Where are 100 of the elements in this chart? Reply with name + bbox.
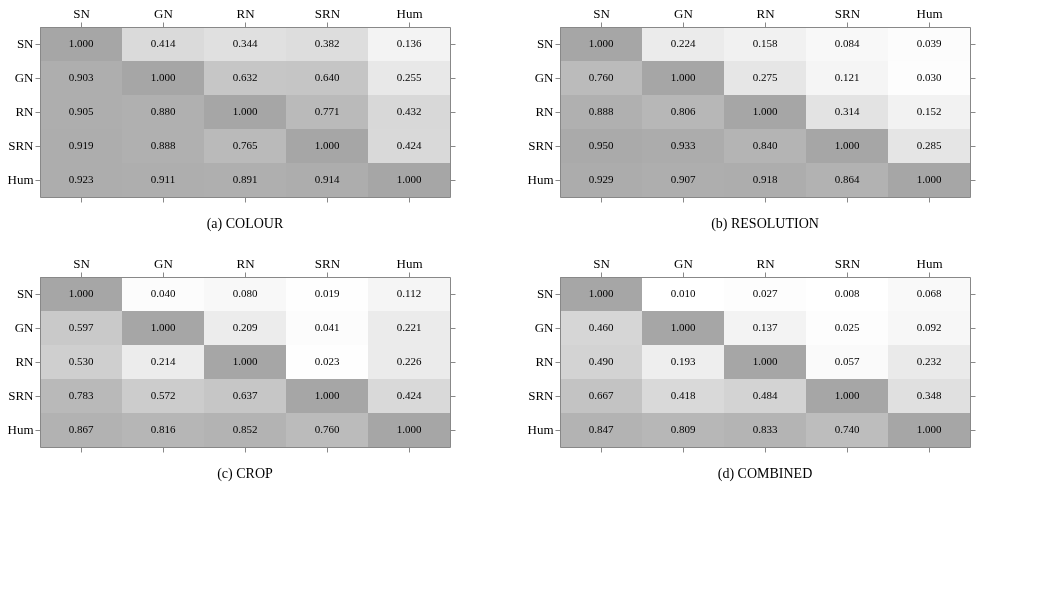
data-label: 0.460 <box>588 321 614 333</box>
x-tick-label: Hum <box>396 5 423 21</box>
data-label: 0.923 <box>68 173 94 185</box>
data-label: 1.000 <box>588 37 614 49</box>
y-tick-label: GN <box>14 70 35 85</box>
x-tick-label: GN <box>154 5 174 21</box>
data-label: 0.209 <box>232 321 258 333</box>
x-tick-label: SRN <box>834 255 861 271</box>
data-label: 1.000 <box>150 321 176 333</box>
x-tick-label: RN <box>236 255 256 271</box>
data-label: 0.382 <box>314 37 340 49</box>
data-label: 0.019 <box>314 287 340 299</box>
text: (b) RESOLUTION <box>711 215 819 232</box>
data-label: 0.224 <box>670 37 696 49</box>
data-label: 1.000 <box>588 287 614 299</box>
y-tick-label: GN <box>14 320 35 335</box>
data-label: 0.121 <box>834 71 860 83</box>
data-label: 0.637 <box>232 389 258 401</box>
data-label: 0.030 <box>916 71 942 83</box>
data-label: 1.000 <box>670 321 696 333</box>
data-label: 0.344 <box>232 37 258 49</box>
data-label: 0.950 <box>588 139 614 151</box>
data-label: 0.911 <box>150 173 176 185</box>
data-label: 1.000 <box>670 71 696 83</box>
data-label: 0.432 <box>396 105 422 117</box>
x-tick-label: GN <box>154 255 174 271</box>
data-label: 0.025 <box>834 321 860 333</box>
data-label: 0.888 <box>150 139 176 151</box>
data-label: 0.112 <box>396 287 422 299</box>
data-label: 0.040 <box>150 287 176 299</box>
data-label: 0.275 <box>752 71 778 83</box>
y-tick-label: RN <box>535 354 555 369</box>
y-tick-label: GN <box>534 320 555 335</box>
data-label: 0.348 <box>916 389 942 401</box>
x-tick-label: Hum <box>396 255 423 271</box>
x-tick-label: Hum <box>916 255 943 271</box>
data-label: 0.806 <box>670 105 696 117</box>
data-label: 0.816 <box>150 423 176 435</box>
x-tick-label: Hum <box>916 5 943 21</box>
data-label: 0.484 <box>752 389 778 401</box>
data-label: 0.226 <box>396 355 422 367</box>
data-label: 0.933 <box>670 139 696 151</box>
data-label: 0.640 <box>314 71 340 83</box>
y-tick-label: SRN <box>8 138 35 153</box>
data-label: 0.919 <box>68 139 94 151</box>
data-label: 0.414 <box>150 37 176 49</box>
x-tick-label: RN <box>236 5 256 21</box>
data-label: 0.193 <box>670 355 696 367</box>
data-label: 1.000 <box>232 355 258 367</box>
x-tick-label: RN <box>756 5 776 21</box>
data-label: 1.000 <box>396 173 422 185</box>
data-label: 0.092 <box>916 321 942 333</box>
data-label: 0.905 <box>68 105 94 117</box>
x-tick-label: SRN <box>834 5 861 21</box>
data-label: 1.000 <box>314 389 340 401</box>
x-tick-label: SN <box>593 255 611 271</box>
data-label: 1.000 <box>232 105 258 117</box>
data-label: 1.000 <box>68 287 94 299</box>
data-label: 0.136 <box>396 37 422 49</box>
x-tick-label: GN <box>674 5 694 21</box>
y-tick-label: SRN <box>8 388 35 403</box>
data-label: 0.424 <box>396 139 422 151</box>
data-label: 0.847 <box>588 423 614 435</box>
data-label: 0.918 <box>752 173 778 185</box>
data-label: 0.783 <box>68 389 94 401</box>
y-tick-label: RN <box>15 354 35 369</box>
data-label: 0.137 <box>752 321 778 333</box>
data-label: 1.000 <box>752 355 778 367</box>
data-label: 1.000 <box>314 139 340 151</box>
data-label: 0.867 <box>68 423 94 435</box>
y-tick-label: SRN <box>528 388 555 403</box>
data-label: 1.000 <box>916 173 942 185</box>
data-label: 0.888 <box>588 105 614 117</box>
data-label: 1.000 <box>834 139 860 151</box>
data-label: 0.027 <box>752 287 778 299</box>
x-tick-label: SRN <box>314 255 341 271</box>
data-label: 0.080 <box>232 287 258 299</box>
data-label: 1.000 <box>150 71 176 83</box>
data-label: 0.572 <box>150 389 176 401</box>
data-label: 0.880 <box>150 105 176 117</box>
y-tick-label: RN <box>15 104 35 119</box>
x-tick-label: RN <box>756 255 776 271</box>
data-label: 0.023 <box>314 355 340 367</box>
data-label: 0.667 <box>588 389 614 401</box>
x-tick-label: SRN <box>314 5 341 21</box>
data-label: 0.760 <box>588 71 614 83</box>
text: (d) COMBINED <box>717 465 813 482</box>
y-tick-label: SRN <box>528 138 555 153</box>
data-label: 0.914 <box>314 173 340 185</box>
y-tick-label: Hum <box>7 422 34 437</box>
data-label: 1.000 <box>834 389 860 401</box>
data-label: 0.041 <box>314 321 340 333</box>
data-label: 1.000 <box>752 105 778 117</box>
data-label: 0.152 <box>916 105 942 117</box>
data-label: 0.214 <box>150 355 176 367</box>
data-label: 0.008 <box>834 287 860 299</box>
x-tick-label: GN <box>674 255 694 271</box>
text: (a) COLOUR <box>206 215 284 232</box>
data-label: 0.771 <box>314 105 340 117</box>
y-tick-label: Hum <box>527 422 554 437</box>
